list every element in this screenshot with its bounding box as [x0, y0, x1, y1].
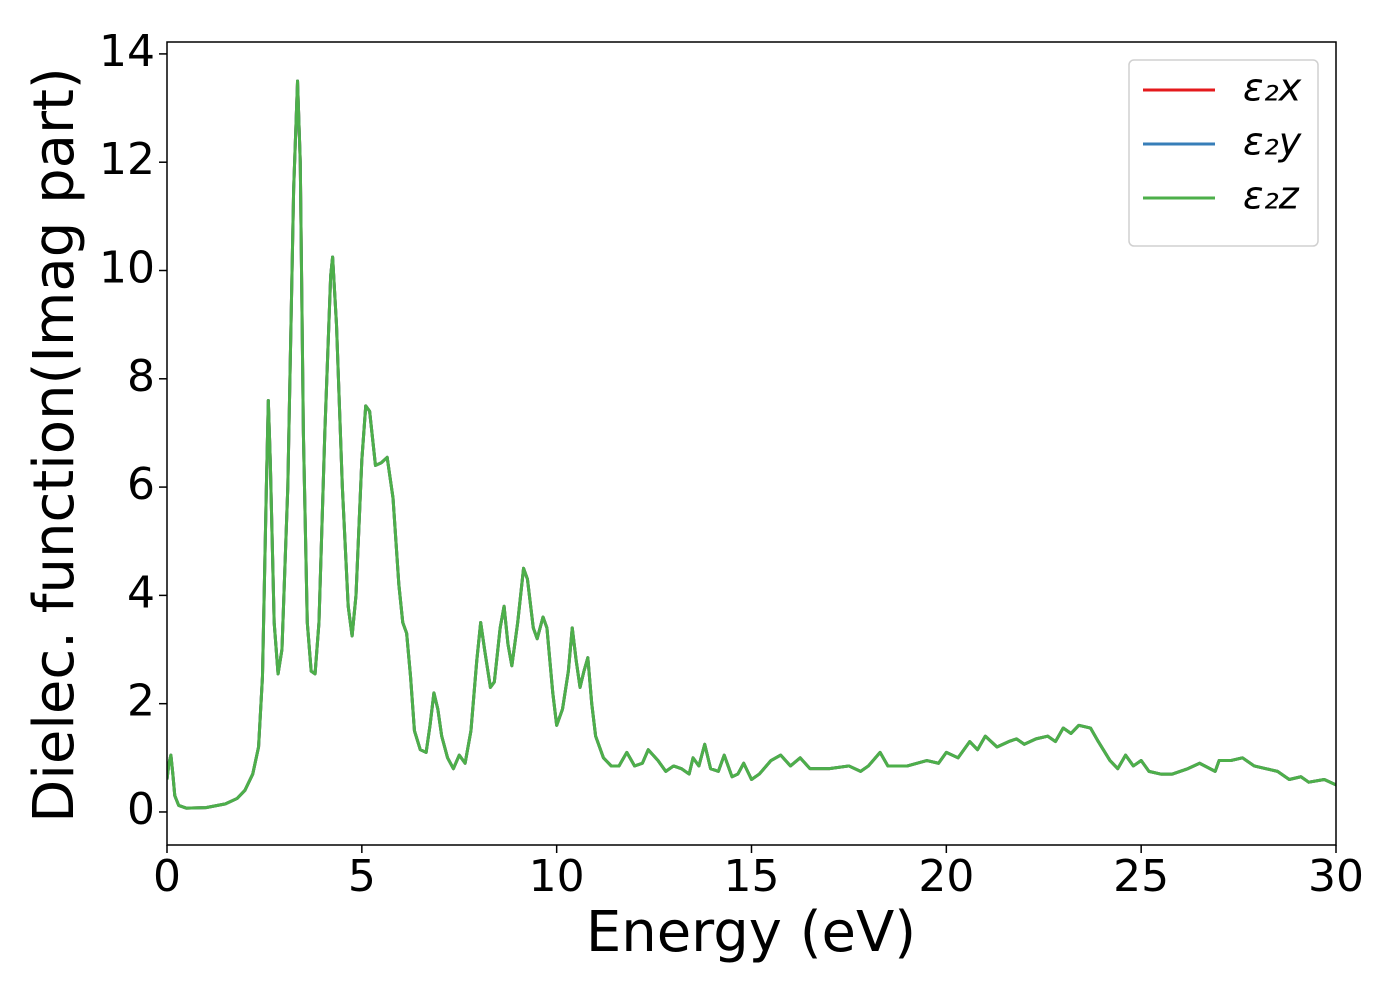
y-tick-label: 4 — [127, 567, 155, 618]
x-tick-label: 30 — [1308, 851, 1364, 902]
y-axis-label: Dielec. function(Imag part) — [22, 67, 87, 823]
y-tick-label: 0 — [127, 784, 155, 835]
data-line — [167, 79, 1336, 810]
x-tick-label: 10 — [529, 851, 585, 902]
legend-label: ε₂x — [1243, 66, 1302, 110]
x-tick-label: 0 — [153, 851, 181, 902]
y-tick-label: 14 — [99, 26, 155, 77]
x-tick-label: 5 — [348, 851, 376, 902]
legend-label: ε₂y — [1243, 120, 1302, 164]
y-tick-label: 8 — [127, 351, 155, 402]
x-tick-label: 15 — [724, 851, 780, 902]
x-tick-label: 25 — [1113, 851, 1169, 902]
y-tick-label: 6 — [127, 459, 155, 510]
y-tick-label: 10 — [99, 243, 155, 294]
x-tick-label: 20 — [918, 851, 974, 902]
y-tick-label: 12 — [99, 134, 155, 185]
x-axis-label: Energy (eV) — [586, 900, 916, 965]
legend-label: ε₂z — [1243, 174, 1300, 218]
y-tick-label: 2 — [127, 676, 155, 727]
plot-frame — [166, 41, 1337, 846]
